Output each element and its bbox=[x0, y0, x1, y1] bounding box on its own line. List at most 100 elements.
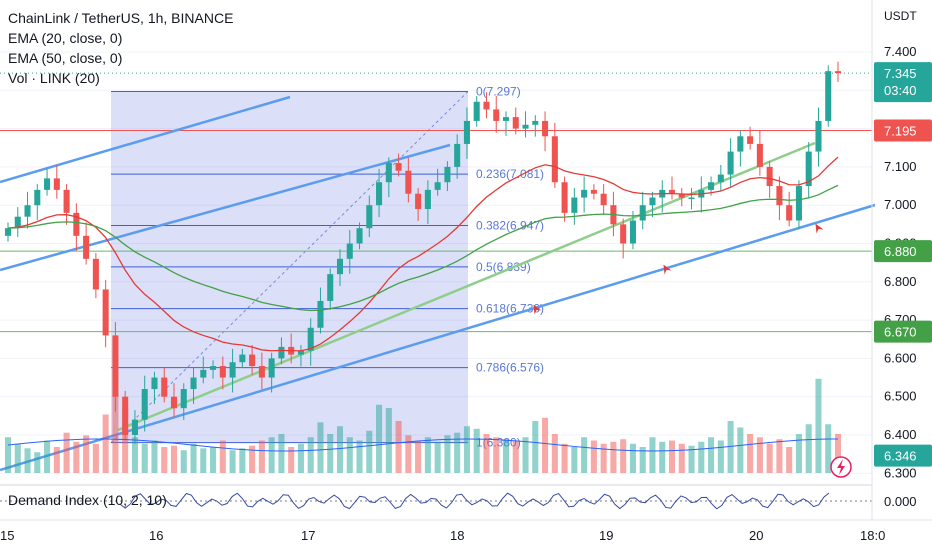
x-tick-label: 17 bbox=[301, 528, 315, 543]
support2-price-label: 6.670 bbox=[884, 325, 917, 340]
grid bbox=[0, 51, 872, 474]
ema20-legend[interactable]: EMA (20, close, 0) bbox=[8, 30, 123, 46]
ema50-legend[interactable]: EMA (50, close, 0) bbox=[8, 50, 123, 66]
volume-bar bbox=[376, 404, 383, 473]
lightning-icon bbox=[837, 459, 845, 475]
fib-label-3: 0.5(6.839) bbox=[476, 260, 531, 274]
candle-body bbox=[620, 224, 627, 244]
volume-bar bbox=[415, 440, 422, 473]
support1-price-label: 6.880 bbox=[884, 244, 917, 259]
volume-bar bbox=[668, 440, 676, 473]
candle-body bbox=[258, 366, 265, 378]
volume-bar bbox=[151, 440, 158, 473]
candle-body bbox=[385, 163, 392, 183]
volume-bar bbox=[317, 422, 324, 473]
volume-bar bbox=[131, 437, 138, 473]
candle-body bbox=[444, 166, 451, 183]
volume-ma-line bbox=[7, 438, 839, 452]
candle-body bbox=[395, 163, 402, 171]
volume-bar bbox=[483, 434, 490, 473]
volume-bar bbox=[463, 426, 470, 473]
candle-body bbox=[795, 186, 802, 221]
volume-bar bbox=[786, 447, 793, 473]
candle-body bbox=[825, 71, 832, 121]
volume-bar bbox=[727, 421, 734, 473]
candle-body bbox=[327, 274, 334, 301]
volume-bar bbox=[708, 437, 715, 473]
candle-body bbox=[415, 193, 422, 210]
x-tick-label: 18 bbox=[450, 528, 464, 543]
volume-bar bbox=[805, 424, 812, 473]
volume-bar bbox=[229, 450, 236, 473]
ema50-line bbox=[7, 184, 839, 312]
candle-body bbox=[14, 216, 21, 229]
middle-channel-line bbox=[0, 143, 451, 272]
last-price-bg bbox=[874, 62, 932, 103]
chart-legend: ChainLink / TetherUS, 1h, BINANCE EMA (2… bbox=[8, 8, 233, 88]
volume-bar bbox=[795, 434, 802, 473]
x-tick-label: 16 bbox=[149, 528, 163, 543]
indicator-y-tick: 0.000 bbox=[884, 494, 917, 509]
x-tick-label: 19 bbox=[599, 528, 613, 543]
volume-bar bbox=[717, 440, 724, 473]
axis-currency: USDT bbox=[884, 9, 917, 23]
candle-body bbox=[629, 220, 636, 244]
candle-body bbox=[53, 178, 60, 190]
volume-bar bbox=[815, 378, 822, 473]
candle-body bbox=[366, 205, 373, 229]
candle-body bbox=[678, 193, 685, 198]
volume-bar bbox=[571, 447, 578, 473]
candle-body bbox=[454, 143, 461, 167]
candle-body bbox=[473, 101, 480, 121]
volume-bar bbox=[688, 445, 695, 473]
candle-body bbox=[493, 109, 500, 121]
candle-body bbox=[766, 166, 773, 187]
candle-body bbox=[639, 205, 646, 221]
volume-bar bbox=[297, 443, 304, 473]
candle-body bbox=[776, 186, 783, 206]
volume-bar bbox=[590, 440, 597, 473]
candle-body bbox=[376, 182, 383, 206]
candle-body bbox=[756, 143, 763, 167]
candle-body bbox=[170, 396, 178, 409]
candle-body bbox=[542, 120, 549, 137]
volume-bar bbox=[542, 417, 549, 473]
candle-body bbox=[249, 354, 256, 367]
demand-index-line bbox=[119, 492, 830, 510]
symbol-title[interactable]: ChainLink / TetherUS, 1h, BINANCE bbox=[8, 10, 234, 26]
volume-bar bbox=[551, 434, 558, 473]
volume-bar bbox=[405, 435, 412, 473]
candle-body bbox=[131, 419, 138, 435]
candle-body bbox=[571, 197, 578, 213]
volume-bar bbox=[502, 439, 510, 473]
candle-body bbox=[834, 71, 842, 74]
candle-body bbox=[434, 182, 441, 190]
candle-body bbox=[92, 258, 99, 290]
volume-bar bbox=[434, 441, 441, 473]
volume-bar bbox=[288, 447, 295, 473]
candle-body bbox=[405, 170, 412, 194]
volume-bar bbox=[73, 441, 80, 473]
ema20-line bbox=[7, 156, 839, 352]
upper-channel-line bbox=[0, 95, 291, 184]
volume-bar bbox=[473, 428, 480, 473]
volume-bar bbox=[424, 437, 431, 473]
candle-body bbox=[590, 189, 597, 194]
candle-body bbox=[581, 189, 588, 198]
candle-body bbox=[551, 136, 558, 183]
volume-bar bbox=[102, 414, 109, 473]
volume-bar bbox=[756, 437, 763, 473]
x-tick-label: 20 bbox=[749, 528, 763, 543]
volume-bar bbox=[24, 448, 31, 473]
volume-bar bbox=[327, 434, 334, 473]
volume-bar bbox=[170, 445, 178, 473]
volume-bar bbox=[44, 440, 51, 473]
support2-price-label-bg bbox=[874, 320, 932, 343]
demand-index-title[interactable]: Demand Index (10, 2, 10) bbox=[8, 492, 167, 508]
volume-legend[interactable]: Vol · LINK (20) bbox=[8, 70, 100, 86]
candle-body bbox=[717, 174, 724, 183]
volume-bar bbox=[83, 435, 90, 473]
volume-bar bbox=[14, 443, 21, 473]
x-tick-label: 15 bbox=[0, 528, 14, 543]
